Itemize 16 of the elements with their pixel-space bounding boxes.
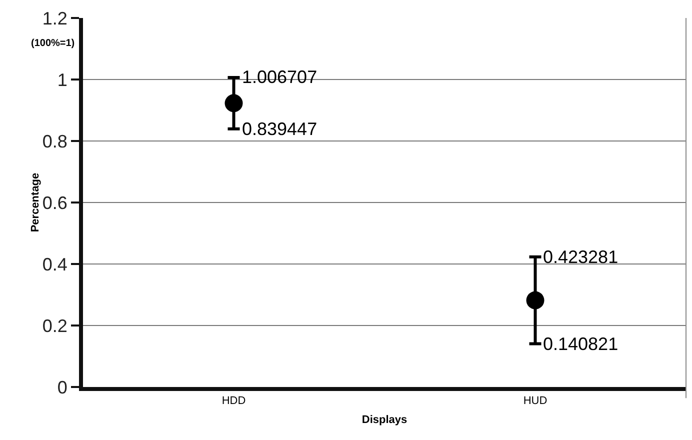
y-tick-label: 1.2	[42, 8, 68, 28]
y-tick-label: 1	[57, 70, 68, 90]
text: (100%=1)	[31, 38, 75, 49]
x-tick-label: HDD	[222, 395, 246, 408]
annotation: 0.839447	[242, 119, 318, 139]
y-tick-label: 0.2	[42, 316, 68, 336]
x-axis-title: Displays	[362, 414, 408, 426]
y-tick-label: 0.4	[42, 254, 68, 274]
annotation: 0.140821	[543, 334, 618, 354]
y-tick-label: 0.8	[42, 131, 68, 152]
annotation: 1.006707	[242, 67, 318, 87]
y-axis-title: Percentage	[30, 172, 42, 232]
annotation: 0.423281	[543, 247, 618, 267]
x-tick-label: HUD	[523, 395, 548, 408]
y-tick-label: 0	[57, 377, 68, 398]
y-tick-label: 0.6	[42, 192, 68, 213]
